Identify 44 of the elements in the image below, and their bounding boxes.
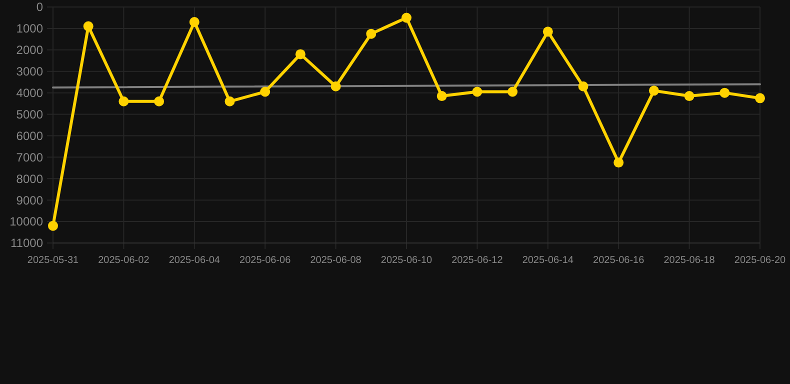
x-tick-label: 2025-06-20 <box>734 255 786 266</box>
y-tick-label: 3000 <box>16 64 44 79</box>
x-tick-label: 2025-06-06 <box>240 255 292 266</box>
x-tick-label: 2025-06-02 <box>98 255 150 266</box>
point <box>189 17 200 28</box>
y-tick-label: 8000 <box>16 172 44 186</box>
point <box>83 21 94 32</box>
y-tick-label: 6000 <box>16 128 44 143</box>
point <box>154 96 164 106</box>
y-tick-label: 11000 <box>10 236 44 250</box>
y-tick-label: 9000 <box>16 193 44 208</box>
point <box>330 81 341 92</box>
x-tick-label: 2025-06-16 <box>593 255 645 266</box>
point <box>542 26 553 37</box>
y-tick-label: 4000 <box>16 86 44 100</box>
point <box>224 96 235 106</box>
point <box>48 220 58 231</box>
point <box>366 28 376 39</box>
y-tick-label: 10000 <box>10 214 44 229</box>
point <box>472 86 482 97</box>
y-tick-label: 5000 <box>16 107 44 122</box>
x-tick-label: 2025-06-10 <box>380 255 433 266</box>
x-tick-label: 2025-06-12 <box>452 255 504 266</box>
point <box>614 158 624 168</box>
point <box>436 91 447 102</box>
y-tick-label: 1000 <box>16 22 44 36</box>
x-tick-label: 2025-06-08 <box>310 255 362 266</box>
point <box>508 86 518 97</box>
point <box>578 81 588 92</box>
y-tick-label: 7000 <box>16 150 44 164</box>
point <box>295 49 306 60</box>
x-tick-label: 2025-06-04 <box>168 255 220 266</box>
point <box>402 12 412 23</box>
y-tick-label: 2000 <box>16 43 44 58</box>
point <box>260 86 270 97</box>
y-tick-label: 0 <box>36 0 44 14</box>
point <box>118 96 129 106</box>
x-tick-label: 2025-06-14 <box>522 255 574 266</box>
point <box>720 88 730 98</box>
point <box>755 93 765 104</box>
x-tick-label: 2025-06-18 <box>664 255 716 266</box>
point <box>684 91 694 102</box>
point <box>648 86 659 96</box>
x-tick-label: 2025-05-31 <box>27 255 80 266</box>
